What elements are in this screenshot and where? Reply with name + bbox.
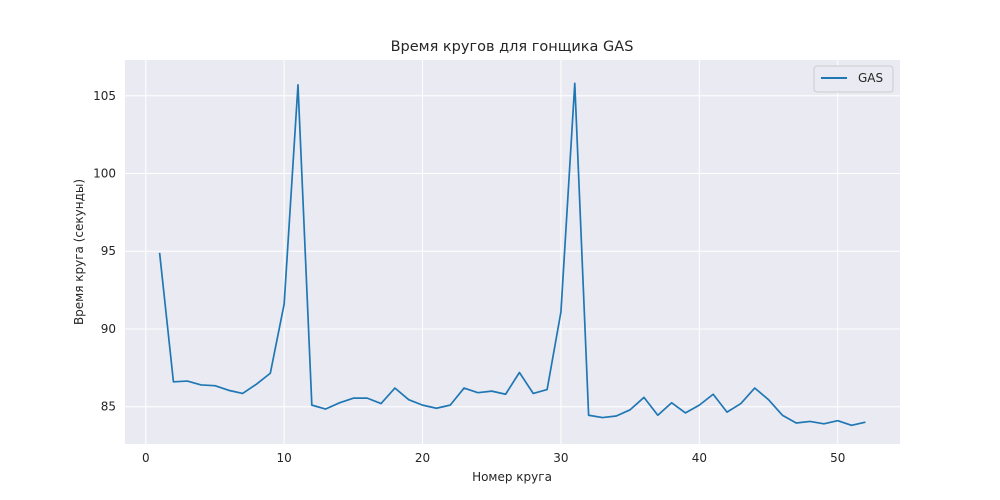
x-tick-label: 30 (553, 451, 568, 465)
series-line-gas (158, 82, 866, 427)
y-axis-label: Время круга (секунды) (72, 179, 86, 325)
chart-title: Время кругов для гонщика GAS (391, 39, 634, 55)
legend-label: GAS (858, 71, 883, 85)
legend: GAS (813, 65, 894, 93)
y-tick-label: 90 (101, 322, 116, 336)
grid-lines (125, 60, 900, 444)
x-axis-label: Номер круга (472, 470, 552, 484)
plot-background (125, 60, 900, 444)
y-tick-label: 105 (93, 89, 116, 103)
y-tick-label: 100 (93, 166, 116, 180)
tick-labels: 0 10 20 30 40 50 85 90 95 100 105 (93, 89, 845, 465)
x-tick-label: 10 (277, 451, 292, 465)
series-layer (158, 82, 866, 427)
legend-box (813, 65, 894, 93)
x-tick-label: 0 (142, 451, 150, 465)
x-tick-label: 20 (415, 451, 430, 465)
y-tick-label: 85 (101, 400, 116, 414)
y-tick-label: 95 (101, 244, 116, 258)
x-tick-label: 40 (692, 451, 707, 465)
x-tick-label: 50 (830, 451, 845, 465)
